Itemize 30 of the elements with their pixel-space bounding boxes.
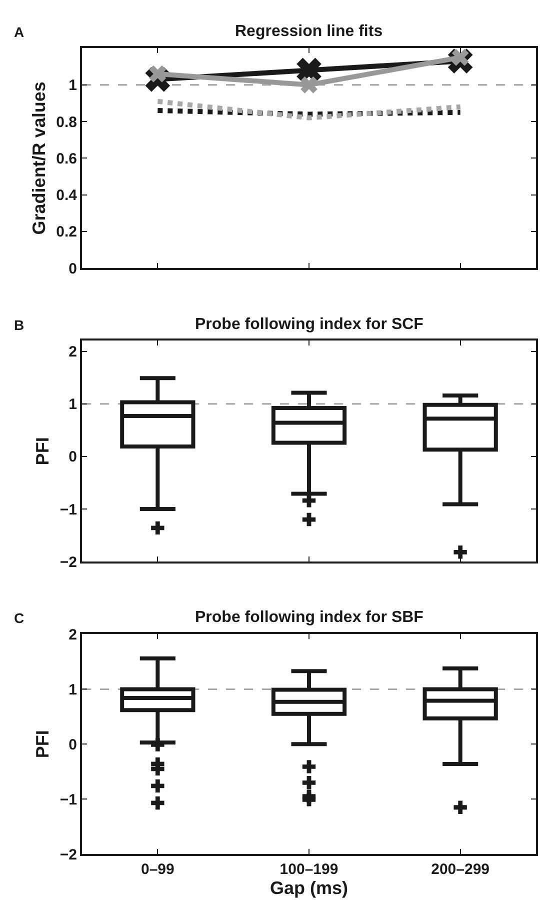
y-tick-label: 2 xyxy=(68,344,77,361)
text: A xyxy=(14,24,24,40)
y-tick-label: −2 xyxy=(60,846,77,864)
y-tick-label: 0.2 xyxy=(56,224,77,241)
y-tick-label: 1 xyxy=(68,681,77,698)
x-tick-label: 0–99 xyxy=(140,861,174,878)
y-tick-label: 1 xyxy=(68,77,77,94)
y-tick-label: 2 xyxy=(68,626,77,644)
y-tick-label: −1 xyxy=(60,791,77,808)
y-tick-label: 0 xyxy=(68,448,77,466)
chart-title: Probe following index for SBF xyxy=(195,609,424,626)
y-tick-label: 1 xyxy=(68,396,77,414)
point xyxy=(300,76,318,94)
chart-title: Regression line fits xyxy=(235,23,383,40)
text: C xyxy=(14,610,24,626)
y-tick-label: −2 xyxy=(60,554,77,571)
text: B xyxy=(14,317,24,333)
y-axis-title: PFI xyxy=(32,730,53,758)
y-tick-label: 0 xyxy=(68,736,77,754)
y-axis-title: PFI xyxy=(32,437,53,466)
x-axis-title: Gap (ms) xyxy=(270,878,348,898)
y-tick-label: 0.6 xyxy=(56,150,77,168)
x-tick-label: 100–199 xyxy=(280,861,338,878)
y-tick-label: 0.4 xyxy=(56,187,78,204)
x-tick-label: 200–299 xyxy=(431,861,490,878)
y-tick-label: 0.8 xyxy=(56,114,77,131)
chart-title: Probe following index for SCF xyxy=(195,316,424,333)
y-tick-label: −1 xyxy=(60,501,77,518)
y-axis-title: Gradient/R values xyxy=(28,82,49,235)
y-tick-label: 0 xyxy=(68,260,77,278)
